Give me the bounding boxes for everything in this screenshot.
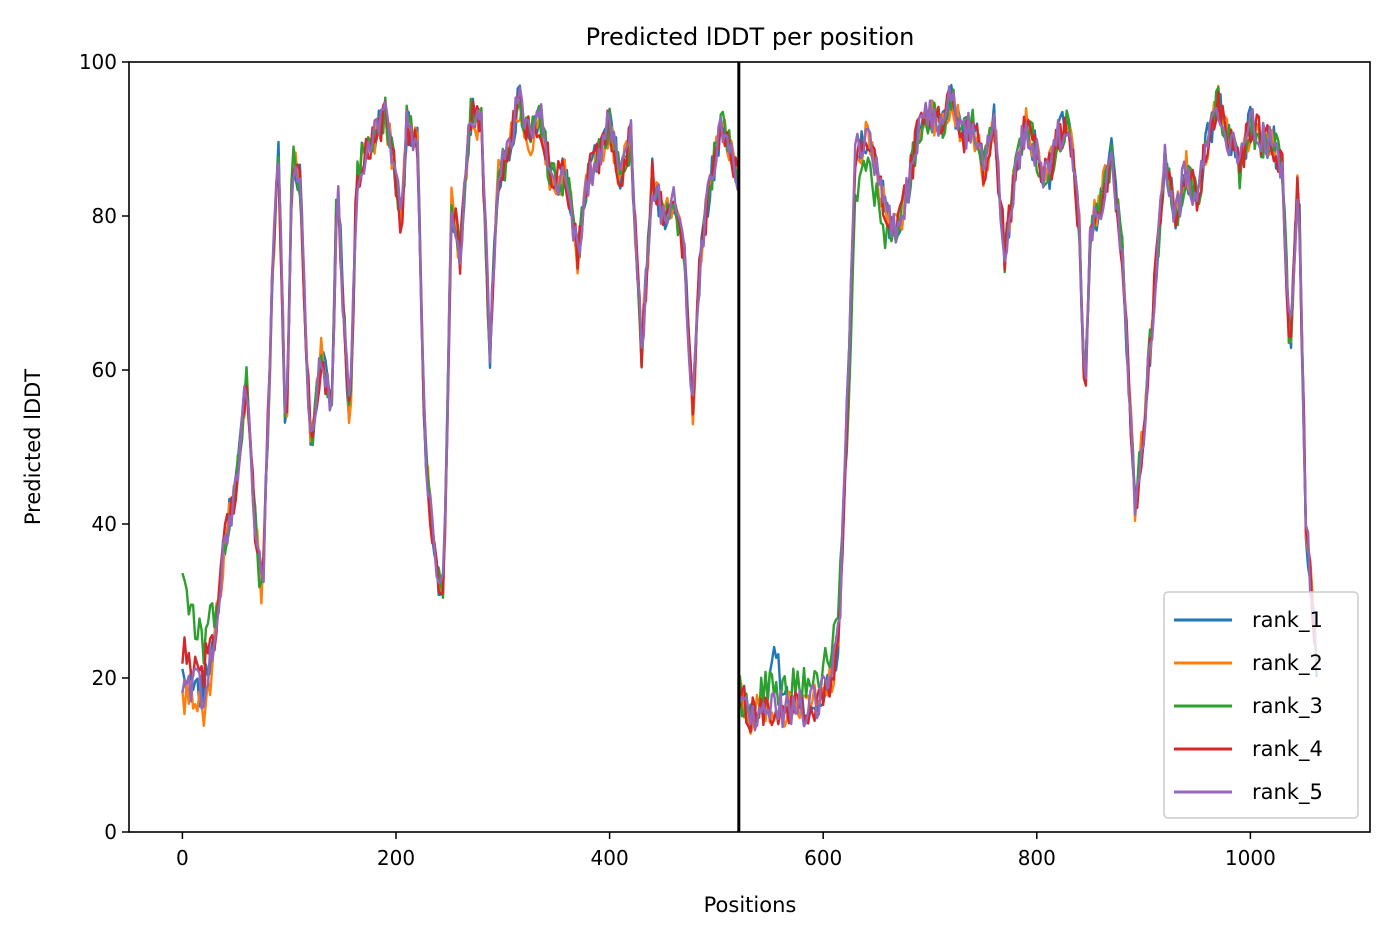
legend-label-rank_4: rank_4 (1252, 737, 1323, 762)
plot-frame (128, 61, 1371, 833)
y-tick-label: 100 (79, 50, 117, 74)
y-axis-title: Predicted lDDT (21, 369, 45, 525)
y-tick-label: 60 (92, 358, 117, 382)
legend-label-rank_3: rank_3 (1252, 694, 1323, 719)
x-axis: 0 200 400 600 800 1000 (176, 832, 1276, 870)
y-axis: 0 20 40 60 80 100 (79, 50, 129, 844)
y-tick-label: 0 (104, 820, 117, 844)
x-tick-label: 1000 (1225, 846, 1276, 870)
series-layer (181, 83, 1318, 735)
x-tick-label: 200 (377, 846, 415, 870)
x-tick-label: 400 (591, 846, 629, 870)
legend-label-rank_2: rank_2 (1252, 651, 1323, 676)
x-tick-label: 600 (804, 846, 842, 870)
y-tick-label: 80 (92, 204, 117, 228)
y-tick-label: 40 (92, 512, 117, 536)
series-line-rank_5 (181, 85, 1318, 732)
legend: rank_1 rank_2 rank_3 rank_4 rank_5 (1163, 591, 1359, 819)
legend-box (1163, 591, 1359, 819)
x-tick-label: 0 (176, 846, 189, 870)
y-tick-label: 20 (92, 666, 117, 690)
chart-title: Predicted lDDT per position (586, 23, 915, 51)
legend-label-rank_5: rank_5 (1252, 780, 1323, 805)
x-axis-title: Positions (704, 893, 797, 917)
x-tick-label: 800 (1018, 846, 1056, 870)
legend-label-rank_1: rank_1 (1252, 608, 1323, 633)
